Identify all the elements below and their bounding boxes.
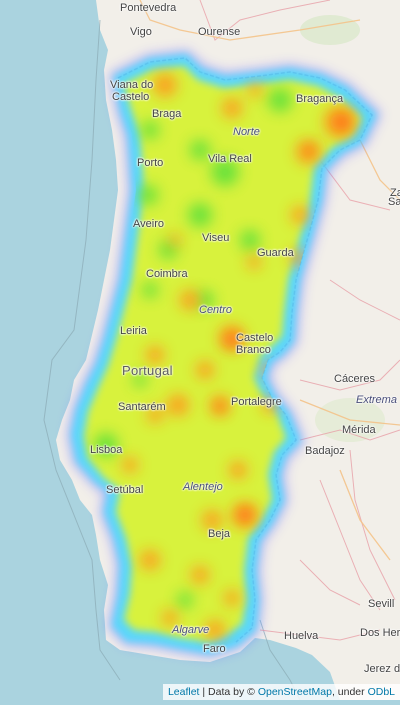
attribution-text: , under [331,686,368,698]
highway-network [139,0,400,561]
place-label: Beja [208,528,231,540]
region-label: Alentejo [183,481,223,493]
place-label: Setúbal [106,484,144,496]
place-label: Aveiro [133,218,164,230]
place-label: Mérida [342,424,376,436]
heatmap-layer [66,49,382,659]
leaflet-link[interactable]: Leaflet [167,686,200,698]
place-label: Faro [203,643,226,655]
place-label: Za [390,187,400,199]
road-network [199,0,400,641]
place-label: Porto [137,157,164,169]
place-label: Pontevedra [120,2,177,14]
place-label: Cáceres [334,373,375,385]
map-attribution: Leaflet | Data by © OpenStreetMap, under… [162,684,400,700]
region-label: Algarve [172,624,210,636]
place-label: Sa [388,196,400,208]
place-label: Leiria [120,325,147,337]
heat-base [84,66,362,642]
place-label: Viseu [202,232,230,244]
place-label: Jerez de [364,663,400,675]
place-label: Guarda [257,247,294,259]
region-label: Extrema [356,394,397,406]
place-label: Bragança [296,93,344,105]
odbl-link[interactable]: ODbL [367,686,395,698]
place-label: Castelo [112,91,150,103]
place-label: Braga [152,108,182,120]
place-label: Vigo [130,26,152,38]
place-label: Huelva [284,630,319,642]
country-label: Portugal [122,363,173,378]
heat-spots [94,73,356,640]
place-label: Santarém [118,401,166,413]
region-label: Centro [199,304,233,316]
place-label: Castelo [236,332,274,344]
maritime-boundary [43,19,121,681]
place-label: Badajoz [305,445,345,457]
place-label: Sevill [368,598,395,610]
place-label: Viana do [110,79,154,91]
place-label: Lisboa [90,444,123,456]
place-label: Dos Her [360,627,400,639]
place-label: Coimbra [146,268,188,280]
place-label: Branco [236,344,271,356]
place-label: Portalegre [231,396,282,408]
attribution-text: | Data by © [199,686,258,698]
park-area [300,15,360,45]
region-label: Norte [233,126,260,138]
place-label: Ourense [198,26,241,38]
place-label: Vila Real [208,153,252,165]
osm-link[interactable]: OpenStreetMap [257,686,332,698]
